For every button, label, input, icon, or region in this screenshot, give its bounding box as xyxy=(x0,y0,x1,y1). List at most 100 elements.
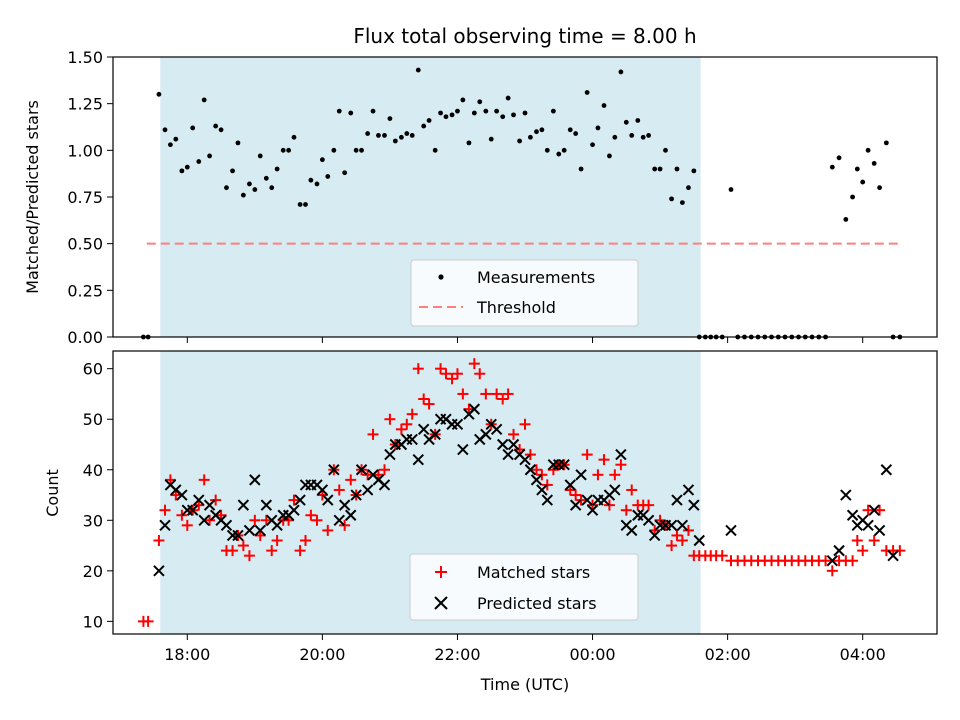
measurement-point xyxy=(331,147,337,153)
measurement-point xyxy=(190,125,196,131)
predicted-stars-series xyxy=(153,403,899,577)
matched-star-point xyxy=(266,545,278,557)
measurement-point xyxy=(168,142,173,148)
predicted-star-point xyxy=(626,524,638,537)
predicted-star-point xyxy=(581,494,593,506)
matched-star-point xyxy=(851,535,863,547)
predicted-star-point xyxy=(671,494,683,506)
matched-star-point xyxy=(322,524,334,536)
predicted-star-point xyxy=(153,565,165,577)
measurement-point xyxy=(674,166,680,172)
matched-star-point xyxy=(406,408,418,420)
predicted-star-point xyxy=(260,499,273,511)
predicted-star-point xyxy=(249,474,261,486)
bottom-legend: Matched stars Predicted stars xyxy=(409,553,639,621)
matched-star-point xyxy=(210,494,222,506)
matched-star-point xyxy=(615,459,627,471)
predicted-star-point xyxy=(322,494,334,506)
measurement-point xyxy=(438,110,443,116)
predicted-star-point xyxy=(840,489,852,501)
measurement-point xyxy=(877,185,882,191)
legend-label-matched: Matched stars xyxy=(477,563,590,582)
chart-title: Flux total observing time = 8.00 h xyxy=(353,24,696,48)
measurement-point xyxy=(224,185,229,191)
matched-star-point xyxy=(345,474,357,486)
matched-star-point xyxy=(468,358,480,370)
matched-star-point xyxy=(857,545,869,557)
predicted-star-point xyxy=(159,519,171,532)
top-y-tick-label: 0.25 xyxy=(67,281,103,300)
measurement-point xyxy=(629,133,635,138)
matched-star-point xyxy=(480,388,492,400)
predicted-star-point xyxy=(186,504,199,516)
predicted-star-point xyxy=(530,474,543,486)
matched-star-point xyxy=(395,423,407,435)
measurement-point xyxy=(584,90,590,95)
matched-star-point xyxy=(181,519,193,531)
matched-star-point xyxy=(260,514,272,526)
measurement-point xyxy=(376,133,381,138)
measurement-point xyxy=(460,97,466,103)
measurement-point xyxy=(240,192,246,198)
measurement-point xyxy=(843,217,849,222)
matched-star-point xyxy=(676,535,688,547)
measurement-point xyxy=(196,159,202,164)
matched-star-point xyxy=(575,494,587,506)
bottom-y-tick-label: 10 xyxy=(83,612,103,631)
matched-star-point xyxy=(379,464,391,476)
matched-star-point xyxy=(524,449,536,461)
predicted-star-point xyxy=(316,484,329,496)
measurement-point xyxy=(308,177,314,183)
top-legend-box xyxy=(410,259,639,327)
matched-star-point xyxy=(502,388,514,400)
predicted-star-point xyxy=(480,428,492,441)
measurement-point xyxy=(297,202,303,207)
bottom-grid-ticks: 10 20 30 40 50 60 18:00 20:00 22:00 00:00 02:00 04:… xyxy=(83,360,886,664)
measurement-point xyxy=(325,174,331,179)
measurement-point xyxy=(286,147,292,153)
matched-star-point xyxy=(666,540,678,552)
bottom-y-tick-label: 50 xyxy=(83,410,103,429)
matched-star-point xyxy=(451,368,463,380)
measurement-point xyxy=(421,123,427,129)
predicted-star-point xyxy=(887,549,899,562)
measurement-point xyxy=(550,108,556,114)
measurement-point xyxy=(207,153,212,159)
measurement-point xyxy=(517,138,522,144)
measurement-point xyxy=(409,133,415,138)
bottom-y-tick-label: 60 xyxy=(83,360,103,379)
measurement-point xyxy=(573,131,579,136)
top-y-tick-label: 0.50 xyxy=(67,235,103,254)
measurement-point xyxy=(443,114,449,120)
predicted-star-point xyxy=(575,469,587,481)
predicted-star-point xyxy=(519,453,531,466)
top-panel: 0.00 0.25 0.50 0.75 1.00 1.25 1.50 Flux total … xyxy=(23,24,938,347)
predicted-star-point xyxy=(497,438,509,451)
measurement-point xyxy=(274,166,280,172)
predicted-star-point xyxy=(294,494,306,506)
predicted-star-point xyxy=(868,504,880,516)
predicted-star-point xyxy=(384,448,396,461)
predicted-star-point xyxy=(873,524,886,537)
predicted-star-point xyxy=(198,514,210,527)
matched-star-point xyxy=(367,428,379,440)
measurement-point xyxy=(679,200,685,206)
matched-star-point xyxy=(423,398,435,410)
matched-star-point xyxy=(204,514,216,526)
measurement-point xyxy=(319,157,325,163)
predicted-star-point xyxy=(682,484,695,496)
predicted-star-point xyxy=(361,484,374,496)
measurement-point xyxy=(865,147,871,153)
matched-star-point xyxy=(894,545,906,557)
measurement-point xyxy=(836,155,842,161)
matched-star-point xyxy=(874,504,886,516)
matched-star-point xyxy=(826,565,838,577)
matched-star-point xyxy=(570,489,582,501)
measurement-point xyxy=(156,91,162,97)
measurement-point xyxy=(455,108,460,114)
matched-star-point xyxy=(592,469,604,481)
measurement-point xyxy=(728,187,734,192)
predicted-star-point xyxy=(406,433,418,446)
bottom-y-tick-label: 40 xyxy=(83,461,103,480)
measurement-point xyxy=(500,114,506,120)
